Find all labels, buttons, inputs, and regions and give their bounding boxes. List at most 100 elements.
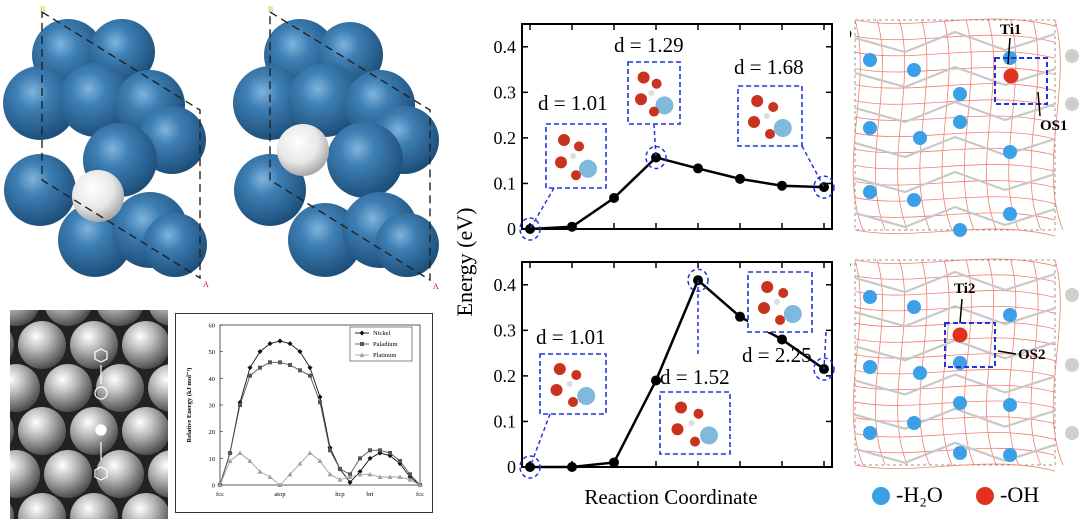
data-point — [297, 349, 303, 355]
data-point — [367, 471, 373, 477]
data-point — [217, 482, 223, 487]
metal-atom — [327, 122, 403, 198]
adsorbate-atom — [277, 124, 329, 176]
site-arrow — [1007, 37, 1011, 65]
data-point — [268, 360, 272, 365]
data-point — [338, 467, 342, 471]
y-tick-label: 20 — [209, 429, 216, 436]
surface-atom — [122, 493, 168, 519]
hydroxyl-molecule — [952, 327, 968, 343]
data-point — [367, 455, 373, 461]
red-bond — [854, 115, 1056, 124]
data-point — [397, 474, 403, 479]
red-bond — [854, 83, 1056, 92]
water-molecule — [907, 300, 921, 314]
x-tick-label: fcc — [216, 491, 224, 498]
oxygen-arrow — [1037, 91, 1041, 117]
red-bond — [854, 34, 1056, 43]
surface-atom — [70, 493, 118, 519]
metal-atom — [288, 63, 362, 137]
data-point — [247, 365, 253, 371]
red-bond — [1030, 259, 1042, 466]
data-point — [347, 474, 353, 479]
molecule-atom — [651, 78, 662, 89]
molecule-atom — [555, 156, 567, 169]
surface-atom — [148, 364, 168, 412]
surface-atom — [45, 310, 91, 326]
distance-annotation: d = 1.29 — [614, 33, 684, 57]
water-molecule — [1003, 448, 1017, 462]
y-tick-label: 0 — [507, 457, 516, 477]
data-point — [328, 448, 332, 453]
data-point — [247, 458, 253, 463]
data-point — [307, 365, 313, 371]
molecule-atom — [655, 96, 674, 115]
data-point — [257, 469, 263, 474]
y-tick-label: 40 — [209, 376, 216, 383]
adsorption-path — [94, 348, 108, 481]
molecule-atom — [637, 71, 650, 84]
legend-box — [349, 326, 413, 362]
distance-annotation: d = 1.01 — [538, 91, 608, 115]
legend-label: Platinum — [373, 352, 396, 359]
molecule-atom — [635, 93, 647, 106]
data-point — [408, 472, 412, 477]
y-tick-label: 0 — [507, 219, 516, 239]
data-point — [298, 368, 302, 373]
data-point — [277, 338, 283, 344]
y-axis-title: Relative Energy (kJ mol⁻¹) — [186, 368, 193, 443]
y-tick-label: 60 — [209, 323, 216, 330]
surface-b-panel: b Ti1 OS1 — [842, 0, 1080, 245]
water-molecule — [953, 396, 967, 410]
surface-atom — [10, 310, 39, 326]
grey-bond — [854, 407, 1056, 430]
distance-annotation: d = 1.01 — [536, 325, 606, 349]
water-molecule — [863, 290, 877, 304]
legend-label: Paladium — [373, 341, 398, 348]
energy-point — [651, 152, 661, 163]
data-point — [318, 400, 322, 405]
red-bond — [986, 259, 997, 466]
molecule-atom — [688, 420, 695, 426]
molecule-atom — [671, 423, 684, 436]
edge-molecule — [1065, 97, 1079, 111]
molecule-atom — [783, 305, 802, 323]
hydroxyl-legend-label: -OH — [1000, 482, 1040, 507]
red-bond — [941, 19, 953, 231]
data-point — [308, 373, 312, 378]
red-bond — [1008, 259, 1019, 466]
red-bond — [854, 400, 1056, 409]
surface-c-panel: c Ti2 OS2 — [842, 255, 1080, 485]
metal-atom — [233, 66, 307, 140]
axis-b-label: B — [268, 5, 273, 14]
site-label: Ti2 — [954, 281, 975, 297]
energy-point — [567, 221, 577, 232]
water-molecule — [913, 131, 927, 145]
energy-line — [529, 156, 825, 231]
data-point — [378, 448, 382, 453]
metal-atom — [3, 66, 77, 140]
surface-atom — [96, 364, 144, 412]
surface-network — [852, 258, 1064, 472]
molecule-atom — [778, 288, 789, 298]
data-point — [317, 458, 323, 463]
x-tick-label: hcp — [335, 491, 344, 498]
edge-molecule — [1065, 358, 1079, 372]
slab-right-image: B A — [233, 5, 439, 291]
energy-y-axis-title: Energy (eV) — [452, 208, 477, 317]
red-bond — [1008, 19, 1019, 231]
data-point — [287, 471, 293, 477]
inset-connector — [653, 123, 657, 158]
legend-marker — [359, 330, 365, 336]
red-bond — [854, 337, 1056, 346]
metal-atom — [143, 213, 207, 277]
molecule-atom — [550, 384, 563, 396]
energy-x-axis-title: Reaction Coordinate — [584, 485, 757, 509]
data-point — [297, 461, 303, 466]
surface-atom — [10, 503, 14, 519]
molecule-atom — [571, 370, 582, 380]
grey-bond — [854, 65, 1056, 89]
point-highlight — [519, 217, 541, 241]
data-point — [267, 474, 273, 479]
red-bond — [1030, 19, 1042, 231]
